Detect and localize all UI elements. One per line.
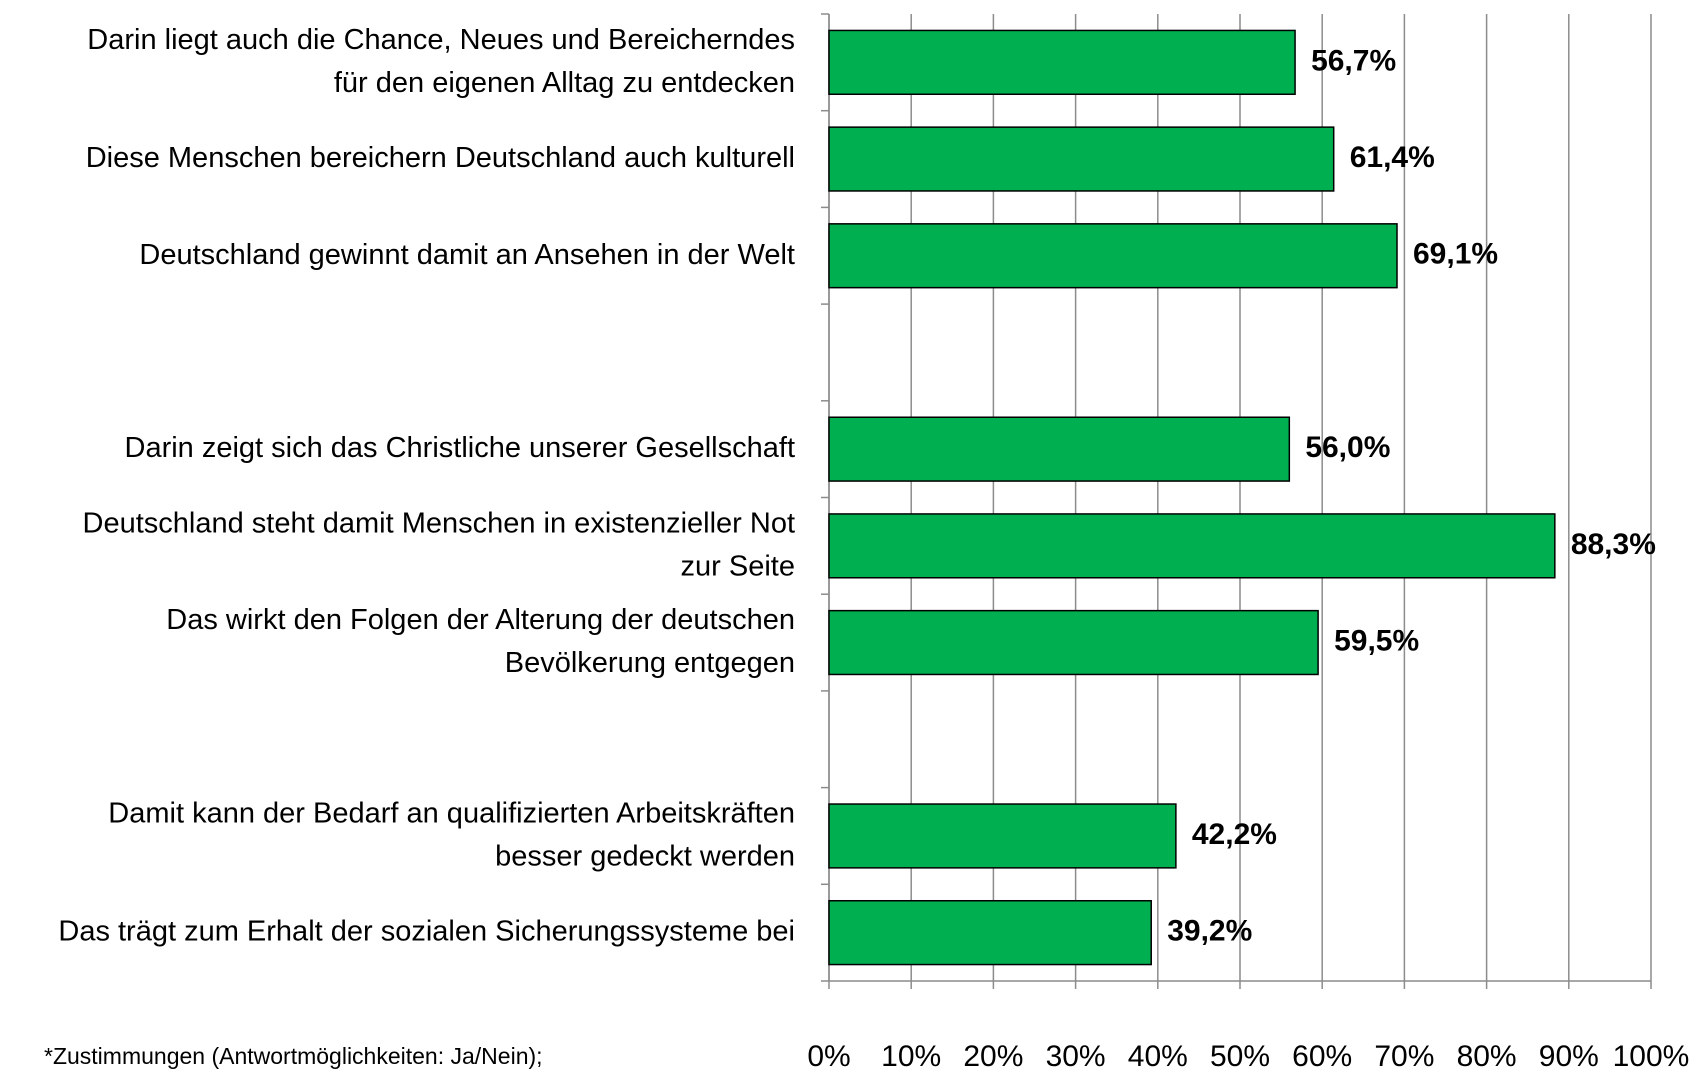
bar xyxy=(828,609,1319,676)
x-tick-label: 100% xyxy=(1613,1040,1690,1073)
y-tick-label: Das wirkt den Folgen der Alterung der de… xyxy=(166,604,795,679)
bar xyxy=(828,899,1152,966)
x-tick-label: 90% xyxy=(1539,1040,1599,1073)
y-tick-label: Deutschland gewinnt damit an Ansehen in … xyxy=(139,238,795,270)
data-label: 69,1% xyxy=(1413,238,1498,271)
data-label: 56,0% xyxy=(1305,431,1390,464)
bar xyxy=(828,126,1335,192)
bar xyxy=(828,803,1177,869)
data-label: 59,5% xyxy=(1334,624,1419,657)
x-tick-label: 0% xyxy=(807,1040,850,1073)
x-tick-label: 10% xyxy=(881,1040,941,1073)
x-tick-label: 50% xyxy=(1210,1040,1270,1073)
y-tick-label: Diese Menschen bereichern Deutschland au… xyxy=(86,142,795,174)
x-tick-label: 60% xyxy=(1292,1040,1352,1073)
y-tick-label: Deutschland steht damit Menschen in exis… xyxy=(83,507,795,582)
bar xyxy=(828,29,1296,96)
x-tick-label: 30% xyxy=(1046,1040,1106,1073)
footnote: *Zustimmungen (Antwortmöglichkeiten: Ja/… xyxy=(44,1043,543,1069)
bar xyxy=(828,223,1398,289)
y-tick-label: Darin zeigt sich das Christliche unserer… xyxy=(125,432,796,464)
y-tick-label: Darin liegt auch die Chance, Neues und B… xyxy=(87,24,795,99)
data-label: 56,7% xyxy=(1311,44,1396,77)
y-tick-label: Das trägt zum Erhalt der sozialen Sicher… xyxy=(58,915,795,947)
x-tick-label: 70% xyxy=(1374,1040,1434,1073)
y-tick-label: Damit kann der Bedarf an qualifizierten … xyxy=(108,797,795,872)
data-label: 61,4% xyxy=(1350,141,1435,174)
x-tick-label: 20% xyxy=(963,1040,1023,1073)
bar xyxy=(828,513,1556,579)
x-tick-label: 80% xyxy=(1457,1040,1517,1073)
data-label: 39,2% xyxy=(1167,915,1252,948)
bar xyxy=(828,416,1291,482)
x-tick-label: 40% xyxy=(1128,1040,1188,1073)
data-label: 88,3% xyxy=(1571,528,1656,561)
data-label: 42,2% xyxy=(1192,818,1277,851)
